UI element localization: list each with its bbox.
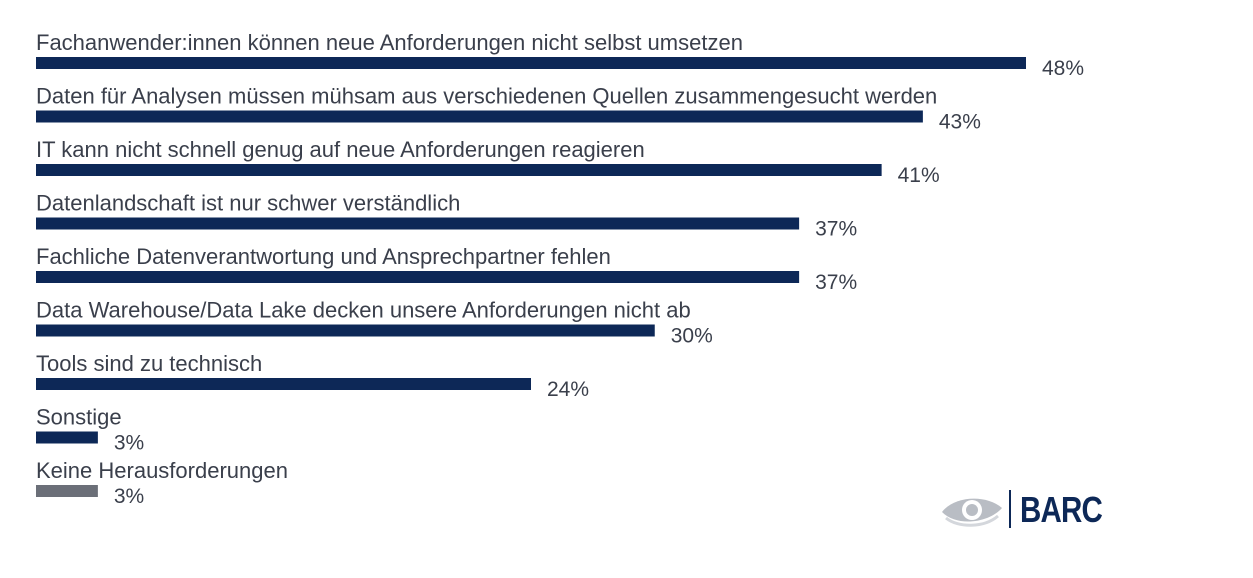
logo-wordmark: BARC — [1020, 489, 1103, 530]
value-label: 3% — [114, 432, 144, 455]
value-label: 37% — [815, 271, 857, 294]
bar — [36, 431, 98, 444]
value-label: 43% — [939, 111, 981, 134]
barc-logo: BARC — [940, 488, 1103, 532]
category-label: Daten für Analysen müssen mühsam aus ver… — [36, 84, 937, 109]
logo-divider — [1009, 490, 1011, 528]
category-label: Fachliche Datenverantwortung und Ansprec… — [36, 244, 611, 269]
category-label: Fachanwender:innen können neue Anforderu… — [36, 30, 743, 55]
category-label: Tools sind zu technisch — [36, 351, 262, 376]
value-label: 37% — [815, 218, 857, 241]
bar — [36, 324, 655, 337]
category-label: Keine Herausforderungen — [36, 458, 288, 483]
category-label: Sonstige — [36, 405, 122, 430]
bar — [36, 378, 531, 390]
value-label: 48% — [1042, 57, 1084, 80]
value-label: 30% — [671, 325, 713, 348]
bar — [36, 57, 1026, 69]
value-label: 3% — [114, 485, 144, 508]
bar — [36, 110, 923, 123]
bar — [36, 164, 882, 176]
value-label: 24% — [547, 378, 589, 401]
value-label: 41% — [898, 164, 940, 187]
category-label: IT kann nicht schnell genug auf neue Anf… — [36, 137, 645, 162]
bar — [36, 485, 98, 497]
category-label: Datenlandschaft ist nur schwer verständl… — [36, 191, 460, 216]
category-label: Data Warehouse/Data Lake decken unsere A… — [36, 298, 691, 323]
bar — [36, 217, 800, 230]
bar — [36, 271, 800, 283]
eye-icon — [942, 498, 1002, 527]
